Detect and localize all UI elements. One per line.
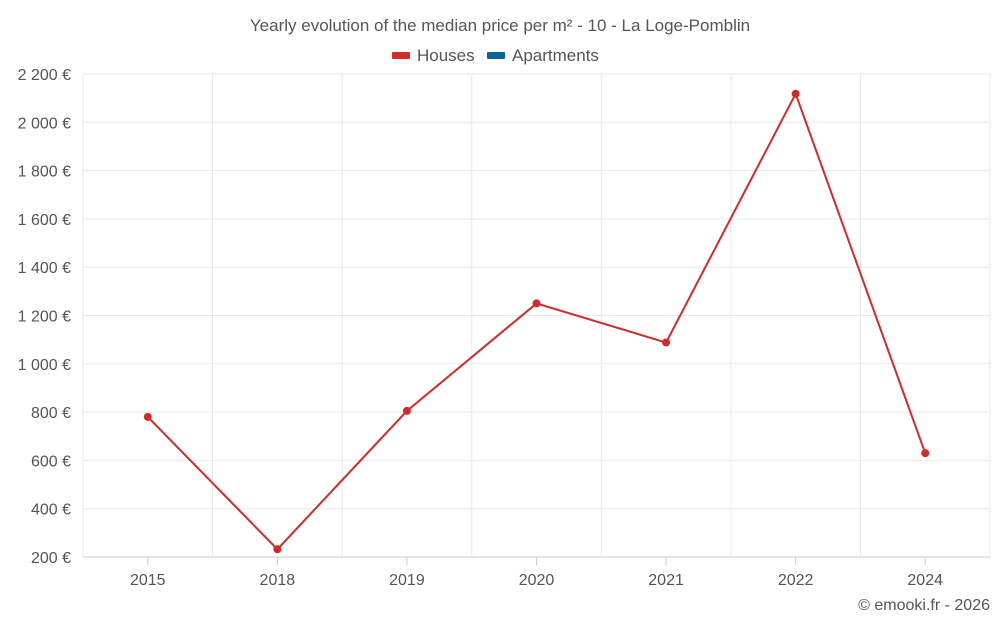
data-point	[662, 338, 671, 347]
credit-text: © emooki.fr - 2026	[858, 597, 990, 614]
y-tick-label: 2 000 €	[18, 115, 71, 132]
y-axis: 200 € 400 € 600 € 800 € 1 000 € 1 200 € 1 400 …	[18, 67, 71, 567]
y-tick-label: 1 200 €	[18, 309, 71, 326]
x-tick-label: 2020	[519, 572, 555, 589]
x-tick-label: 2018	[260, 572, 296, 589]
grid	[82, 73, 991, 558]
x-tick-label: 2021	[648, 572, 684, 589]
x-tick-label: 2024	[907, 572, 943, 589]
data-point	[791, 89, 800, 98]
y-tick-label: 1 800 €	[18, 164, 71, 181]
data-point	[273, 545, 282, 554]
x-tick-label: 2019	[389, 572, 425, 589]
legend-label-houses: Houses	[417, 46, 475, 65]
y-tick-label: 800 €	[31, 405, 71, 422]
data-point	[532, 299, 541, 308]
chart-title: Yearly evolution of the median price per…	[250, 16, 750, 35]
legend: Houses Apartments	[392, 46, 599, 65]
data-point	[921, 449, 930, 458]
data-point	[143, 412, 152, 421]
legend-swatch-houses	[392, 52, 410, 59]
series-layer	[143, 89, 930, 554]
data-point	[402, 406, 411, 415]
y-tick-label: 1 400 €	[18, 260, 71, 277]
y-tick-label: 600 €	[31, 453, 71, 470]
series-line-houses	[147, 92, 927, 551]
legend-label-apartments: Apartments	[512, 46, 599, 65]
y-tick-label: 2 200 €	[18, 67, 71, 84]
y-tick-label: 400 €	[31, 502, 71, 519]
legend-swatch-apartments	[487, 52, 505, 59]
y-tick-label: 1 000 €	[18, 357, 71, 374]
x-tick-label: 2015	[130, 572, 166, 589]
x-axis: 2015 2018 2019 2020 2021 2022 2024	[130, 557, 943, 589]
x-tick-label: 2022	[778, 572, 814, 589]
y-tick-label: 200 €	[31, 550, 71, 567]
y-tick-label: 1 600 €	[18, 212, 71, 229]
